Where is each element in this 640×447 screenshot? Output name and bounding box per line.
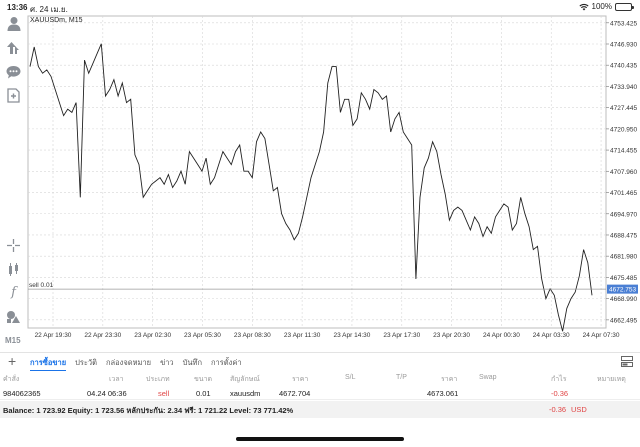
status-date: ศ. 24 เม.ย. [30,5,68,14]
status-right: 100% [578,2,634,11]
price-axis-label: 4733.940 [610,84,637,91]
time-axis-label: 22 Apr 23:30 [84,332,121,339]
price-axis-label: 4727.445 [610,105,637,112]
account-icon[interactable] [6,16,21,31]
time-axis-label: 24 Apr 07:30 [583,332,620,339]
order-time: 04.24 06:36 [87,389,127,398]
crosshair-icon[interactable] [6,238,21,253]
order-id: 984062365 [3,389,41,398]
time-axis-label: 23 Apr 20:30 [433,332,470,339]
tab-row: การซื้อขาย ประวัติ กล่องจดหมาย ข่าว บันทึก กา… [30,357,242,371]
price-axis-label: 4668.990 [610,296,637,303]
price-axis-label: 4753.425 [610,20,637,27]
order-current-price: 4673.061 [427,389,459,398]
table-header: คำสั่ง เวลา ประเภท ขนาด สัญลักษณ์ ราคา S… [0,370,640,385]
tab-4[interactable]: บันทึก [182,358,203,367]
price-axis-label: 4694.970 [610,211,637,218]
order-profit: -0.36 [551,389,569,398]
current-price-label: 4672.753 [609,287,636,294]
price-axis-label: 4662.495 [610,317,637,324]
price-axis-label: 4740.435 [610,63,637,70]
objects-shapes-icon[interactable] [6,309,21,324]
col-volume: ขนาด [194,376,213,383]
order-open-price: 4672.704 [279,389,311,398]
time-axis-label: 24 Apr 03:30 [533,332,570,339]
col-swap: Swap [479,374,497,381]
price-axis-label: 4688.475 [610,232,637,239]
status-time: 13:36 [7,3,28,12]
status-bar: 13:36 ศ. 24 เม.ย. 100% [0,0,640,14]
tab-2[interactable]: กล่องจดหมาย [106,358,152,367]
col-current-price: ราคา [441,376,458,383]
col-sl: S/L [345,374,356,381]
time-axis-label: 23 Apr 08:30 [234,332,271,339]
price-axis-label: 4701.465 [610,190,637,197]
battery-percent: 100% [591,2,612,11]
col-price: ราคา [292,376,309,383]
battery-icon [615,2,634,11]
col-order: คำสั่ง [3,376,20,383]
timeframe-label[interactable]: M15 [5,336,21,345]
tab-3[interactable]: ข่าว [160,358,174,367]
total-profit: -0.36 [549,405,567,414]
time-axis-label: 23 Apr 02:30 [134,332,171,339]
plot-frame [27,15,607,329]
price-axis-label: 4681.980 [610,254,637,261]
price-chart[interactable]: 4753.425 4746.930 4740.435 4733.940 4727.445… [26,14,640,352]
balance-summary: Balance: 1 723.92 Equity: 1 723.56 หลักป… [0,401,640,418]
time-axis-label: 23 Apr 11:30 [284,332,321,339]
indicators-icon[interactable] [6,262,21,277]
time-axis-label: 23 Apr 17:30 [383,332,420,339]
tab-1[interactable]: ประวัติ [75,358,98,367]
function-icon[interactable]: f [11,285,16,300]
chart-toolbar: f [0,14,26,352]
price-axis-label: 4675.485 [610,275,637,282]
layout-toggle-icon[interactable] [621,356,633,367]
currency-label: USD [571,405,587,414]
time-axis-label: 23 Apr 05:30 [184,332,221,339]
col-tp: T/P [396,374,407,381]
col-profit: กำไร [551,376,567,383]
order-symbol: xauusdm [230,389,261,398]
time-axis-label: 23 Apr 14:30 [334,332,371,339]
trade-arrows-icon[interactable] [6,40,21,55]
order-volume: 0.01 [196,389,211,398]
wifi-icon [578,3,589,10]
current-price-tag [607,284,638,294]
price-axis-label: 4720.950 [610,126,637,133]
col-time: เวลา [109,376,124,383]
time-axis-label: 22 Apr 19:30 [35,332,72,339]
add-icon[interactable]: + [8,353,17,369]
tab-0[interactable]: การซื้อขาย [30,357,67,371]
col-type: ประเภท [146,376,170,383]
chat-icon[interactable] [6,64,21,79]
new-order-document-icon[interactable] [6,88,21,103]
balance-text: Balance: 1 723.92 Equity: 1 723.56 หลักป… [3,406,294,415]
chart-symbol-title: XAUUSDm, M15 [30,17,83,24]
price-axis-label: 4746.930 [610,41,637,48]
order-type: sell [158,389,170,398]
price-axis-label: 4714.455 [610,148,637,155]
tab-5[interactable]: การตั้งค่า [211,358,242,367]
home-indicator [236,437,404,441]
chart-canvas[interactable]: 4753.425 4746.930 4740.435 4733.940 4727.445… [26,14,640,352]
col-comment: หมายเหตุ [597,376,626,383]
col-symbol: สัญลักษณ์ [230,376,260,383]
positions-table: คำสั่ง เวลา ประเภท ขนาด สัญลักษณ์ ราคา S… [0,370,640,400]
price-line [29,43,593,332]
position-line-label: sell 0.01 [29,282,54,289]
price-axis-label: 4707.960 [610,169,637,176]
bottom-tab-bar: + การซื้อขาย ประวัติ กล่องจดหมาย ข่าว บันทึก… [0,352,640,371]
table-row[interactable]: 984062365 04.24 06:36 sell 0.01 xauusdm … [0,385,640,400]
time-axis-label: 24 Apr 00:30 [483,332,520,339]
